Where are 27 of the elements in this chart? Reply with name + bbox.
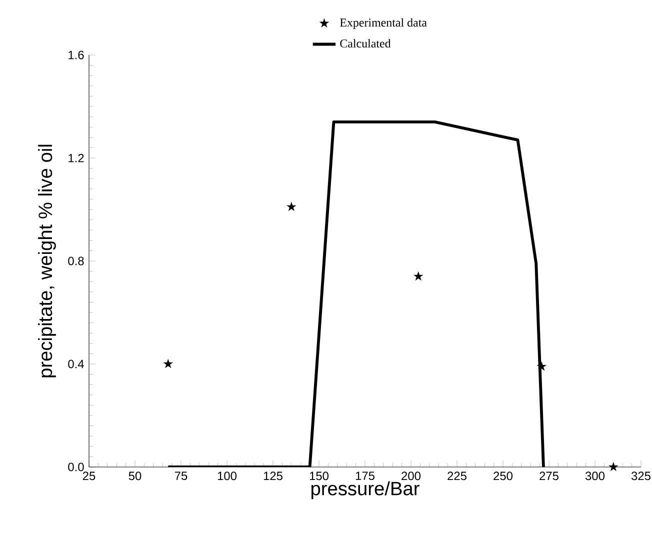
x-tick-label: 175 [356, 472, 374, 480]
point [537, 362, 546, 370]
y-tick-label: 0.0 [68, 462, 84, 472]
y-tick-label: 1.2 [68, 154, 84, 162]
x-tick-label: 225 [448, 472, 466, 480]
x-tick-label: 250 [494, 472, 513, 480]
x-tick-label: 275 [540, 472, 558, 480]
y-tick-label: 0.8 [68, 256, 84, 266]
y-axis-title: precipitate, weight % live oil [38, 144, 56, 378]
point [287, 202, 296, 211]
point [164, 359, 172, 368]
x-tick-label: 25 [82, 472, 96, 480]
point [609, 462, 618, 471]
x-tick-label: 125 [264, 472, 282, 480]
legend-label: Calculated [340, 39, 391, 48]
x-tick-label: 50 [128, 472, 142, 480]
point [414, 272, 423, 280]
y-tick-label: 0.4 [68, 360, 84, 368]
x-axis-title: pressure/Bar [311, 481, 420, 500]
y-tick-label: 1.6 [68, 50, 84, 60]
x-tick-label: 325 [631, 472, 650, 480]
x-tick-label: 200 [402, 472, 421, 480]
x-tick-label: 75 [174, 472, 188, 480]
x-tick-label: 100 [218, 472, 237, 480]
x-tick-label: 150 [310, 472, 329, 480]
legend-label: Experimental data [340, 18, 427, 30]
x-tick-label: 300 [585, 472, 605, 480]
